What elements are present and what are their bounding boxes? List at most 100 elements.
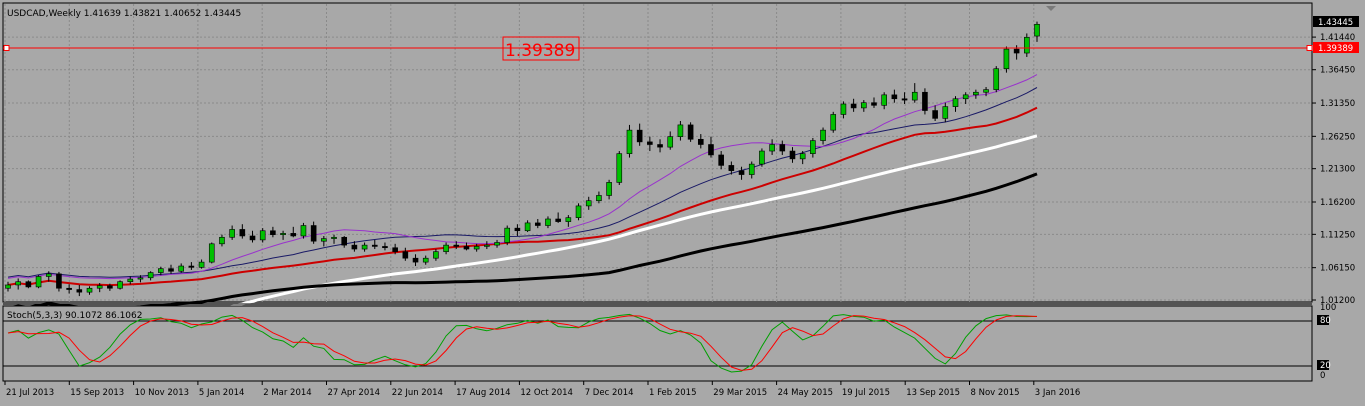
candle-body xyxy=(484,244,490,247)
candle-body xyxy=(728,165,735,171)
candle-body xyxy=(596,195,602,201)
candle-body xyxy=(759,150,765,165)
current-price-label-box xyxy=(1313,16,1359,27)
candle-body xyxy=(1034,23,1040,37)
candle-body xyxy=(718,154,724,166)
candle-body xyxy=(463,246,470,250)
candle-body xyxy=(5,284,11,289)
candle-body xyxy=(208,243,215,263)
candle-body xyxy=(575,205,582,218)
candle-body xyxy=(300,225,307,237)
candle-body xyxy=(117,281,123,289)
price-axis-label: 1.21300 xyxy=(1320,165,1355,175)
candle-body xyxy=(962,94,969,100)
candle-body xyxy=(96,285,103,289)
candle-body xyxy=(1003,48,1010,70)
date-axis-label: 27 Apr 2014 xyxy=(328,388,381,398)
candle-body xyxy=(911,91,918,101)
candle-body xyxy=(219,236,225,245)
price-line-axis-label-box xyxy=(1313,42,1359,53)
date-axis-label: 29 Mar 2015 xyxy=(713,388,767,398)
price-axis-label: 1.41440 xyxy=(1320,33,1355,43)
candle-body xyxy=(351,244,358,250)
price-axis-label: 1.31350 xyxy=(1320,99,1355,109)
candlestick-series xyxy=(5,21,1040,297)
ma-red-line xyxy=(7,106,1038,287)
candle-body xyxy=(769,144,775,152)
candle-body xyxy=(371,244,378,247)
candle-body xyxy=(514,227,521,232)
candle-body xyxy=(412,257,419,263)
indicator-plot-area[interactable] xyxy=(2,305,1313,382)
candle-body xyxy=(361,244,368,250)
date-axis-label: 12 Oct 2014 xyxy=(520,388,573,398)
date-axis[interactable]: 21 Jul 2013 15 Sep 2013 10 Nov 2013 5 Jan 2… xyxy=(4,381,1080,398)
candle-body xyxy=(137,277,144,280)
candle-body xyxy=(555,218,561,222)
main-plot-area[interactable] xyxy=(2,2,1313,303)
current-price-label: 1.43445 xyxy=(1318,18,1353,28)
candle-body xyxy=(321,238,327,242)
candle-body xyxy=(657,144,663,148)
indicator-axis[interactable]: 100 80 200 xyxy=(1317,303,1336,381)
candle-body xyxy=(585,200,592,207)
candle-body xyxy=(76,289,83,293)
candle-body xyxy=(25,281,32,288)
candle-body xyxy=(127,278,134,283)
candle-body xyxy=(270,230,276,235)
date-axis-label: 10 Nov 2013 xyxy=(135,388,189,398)
stoch-main-line xyxy=(7,313,1038,373)
candle-body xyxy=(983,89,989,93)
stoch-level-label-box xyxy=(1317,315,1329,325)
candle-body xyxy=(993,68,1000,90)
candle-body xyxy=(168,268,174,272)
price-axis-label: 1.26250 xyxy=(1320,132,1355,142)
date-axis-label: 2 Mar 2014 xyxy=(263,388,311,398)
candle-body xyxy=(290,233,297,237)
price-line-handle-left[interactable] xyxy=(3,45,10,51)
candle-body xyxy=(687,124,694,140)
candle-body xyxy=(901,98,908,101)
candle-body xyxy=(35,276,42,288)
candle-body xyxy=(198,261,205,268)
candle-body xyxy=(422,257,429,263)
candle-body xyxy=(697,138,704,145)
stoch-level-label: 80 xyxy=(1320,316,1331,326)
candle-body xyxy=(433,251,439,259)
candle-body xyxy=(667,136,674,148)
candle-body xyxy=(56,273,62,289)
price-line-text-box xyxy=(502,36,580,61)
candle-body xyxy=(677,124,684,137)
stochastic-lines xyxy=(7,313,1038,373)
price-line-handle-right[interactable] xyxy=(1306,45,1313,51)
candle-body xyxy=(626,129,633,154)
candle-body xyxy=(147,272,154,279)
candle-body xyxy=(738,170,745,175)
candle-body xyxy=(259,230,266,241)
price-line-text: 1.39389 xyxy=(505,41,575,61)
candle-body xyxy=(382,246,388,249)
date-axis-label: 13 Sep 2015 xyxy=(906,388,960,398)
date-axis-label: 17 Aug 2014 xyxy=(456,388,510,398)
price-axis[interactable]: 1.41440 1.36450 1.31350 1.26250 1.21300 1.162… xyxy=(1312,33,1355,306)
date-axis-label: 7 Dec 2014 xyxy=(585,388,634,398)
candle-body xyxy=(473,246,480,250)
candle-body xyxy=(158,268,164,273)
symbol-info: USDCAD,Weekly 1.41639 1.43821 1.40652 1.… xyxy=(7,9,241,19)
candle-body xyxy=(830,114,837,131)
candle-body xyxy=(310,225,317,242)
candle-body xyxy=(636,129,643,143)
chart-shift-marker[interactable] xyxy=(1046,6,1056,11)
candle-body xyxy=(748,163,755,175)
candle-body xyxy=(840,103,847,115)
candle-body xyxy=(799,153,806,160)
candle-body xyxy=(239,229,246,237)
stoch-level-label: 0 xyxy=(1320,371,1325,381)
date-axis-label: 19 Jul 2015 xyxy=(842,388,890,398)
candle-body xyxy=(616,153,623,183)
candle-body xyxy=(524,222,531,232)
candle-body xyxy=(178,265,184,272)
candle-body xyxy=(86,287,93,293)
